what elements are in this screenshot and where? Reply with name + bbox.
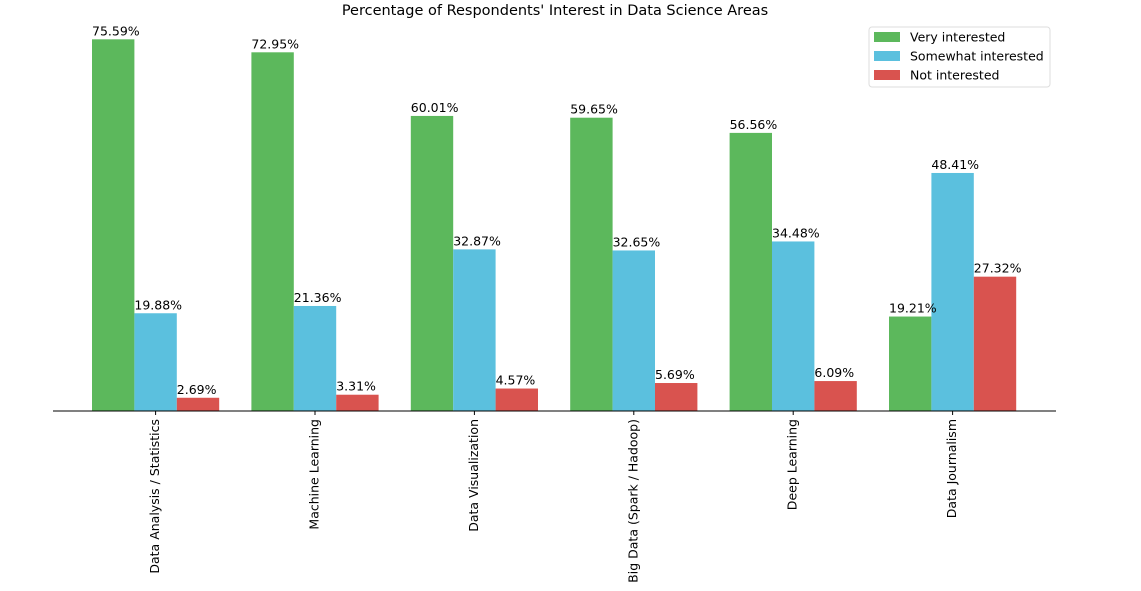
data-label-not-interested-data-analysis-statistics: 2.69% <box>177 382 217 397</box>
data-label-somewhat-interested-machine-learning: 21.36% <box>294 290 342 305</box>
data-labels-group: 75.59% 19.88% 2.69% 72.95% 21.36% 3.31% 60.01%… <box>92 23 1022 396</box>
legend-swatch-not-interested <box>874 70 900 80</box>
bar-very-interested-data-visualization <box>410 115 454 412</box>
data-label-very-interested-data-journalism: 19.21% <box>889 301 937 316</box>
bar-not-interested-deep-learning <box>814 381 857 411</box>
legend-label-somewhat-interested: Somewhat interested <box>910 49 1044 64</box>
bar-very-interested-deep-learning <box>729 132 772 411</box>
data-label-not-interested-data-journalism: 27.32% <box>974 261 1022 276</box>
data-label-not-interested-big-data-spark-hadoop: 5.69% <box>655 367 695 382</box>
data-label-not-interested-machine-learning: 3.31% <box>336 379 376 394</box>
legend-label-very-interested: Very interested <box>910 30 1005 45</box>
x-ticks-group: Data Analysis / Statistics Machine Learni… <box>147 411 959 583</box>
bar-somewhat-interested-data-analysis-statistics <box>134 313 177 411</box>
bar-not-interested-data-visualization <box>495 388 538 411</box>
data-label-very-interested-machine-learning: 72.95% <box>251 36 299 51</box>
x-tick-label-deep-learning: Deep Learning <box>785 419 800 510</box>
legend-swatch-very-interested <box>874 32 900 42</box>
bar-very-interested-data-analysis-statistics <box>92 39 135 411</box>
x-tick-label-data-analysis-statistics: Data Analysis / Statistics <box>147 419 162 574</box>
data-label-very-interested-data-visualization: 60.01% <box>411 100 459 115</box>
data-label-somewhat-interested-big-data-spark-hadoop: 32.65% <box>613 234 661 249</box>
bar-not-interested-machine-learning <box>336 394 379 411</box>
legend-label-not-interested: Not interested <box>910 68 999 83</box>
x-tick-label-data-journalism: Data Journalism <box>944 419 959 518</box>
data-label-not-interested-data-visualization: 4.57% <box>496 373 536 388</box>
data-label-somewhat-interested-data-journalism: 48.41% <box>931 157 979 172</box>
legend-frame <box>868 26 1051 88</box>
bar-not-interested-data-analysis-statistics <box>176 397 220 411</box>
data-label-somewhat-interested-data-analysis-statistics: 19.88% <box>134 297 182 312</box>
x-tick-label-big-data-spark-hadoop: Big Data (Spark / Hadoop) <box>625 419 640 583</box>
data-label-not-interested-deep-learning: 6.09% <box>814 365 854 380</box>
bar-somewhat-interested-data-journalism <box>931 172 974 411</box>
bar-very-interested-machine-learning <box>251 52 294 412</box>
data-label-very-interested-data-analysis-statistics: 75.59% <box>92 23 140 38</box>
data-label-somewhat-interested-data-visualization: 32.87% <box>453 233 501 248</box>
bar-not-interested-data-journalism <box>973 276 1017 411</box>
data-label-very-interested-deep-learning: 56.56% <box>730 117 778 132</box>
x-tick-label-machine-learning: Machine Learning <box>307 419 322 530</box>
bar-not-interested-big-data-spark-hadoop <box>655 383 698 411</box>
bar-somewhat-interested-deep-learning <box>772 241 815 411</box>
bar-somewhat-interested-machine-learning <box>293 305 337 411</box>
data-label-somewhat-interested-deep-learning: 34.48% <box>772 225 820 240</box>
bar-somewhat-interested-big-data-spark-hadoop <box>612 250 655 411</box>
legend-swatch-somewhat-interested <box>874 51 900 61</box>
bar-somewhat-interested-data-visualization <box>453 249 496 411</box>
chart-title: Percentage of Respondents' Interest in D… <box>342 3 768 19</box>
bar-very-interested-data-journalism <box>889 316 932 411</box>
bars-group <box>92 39 1017 412</box>
data-label-very-interested-big-data-spark-hadoop: 59.65% <box>570 102 618 117</box>
x-tick-label-data-visualization: Data Visualization <box>466 419 481 532</box>
legend: Very interested Somewhat interested Not in… <box>868 26 1051 88</box>
bar-very-interested-big-data-spark-hadoop <box>570 117 613 411</box>
